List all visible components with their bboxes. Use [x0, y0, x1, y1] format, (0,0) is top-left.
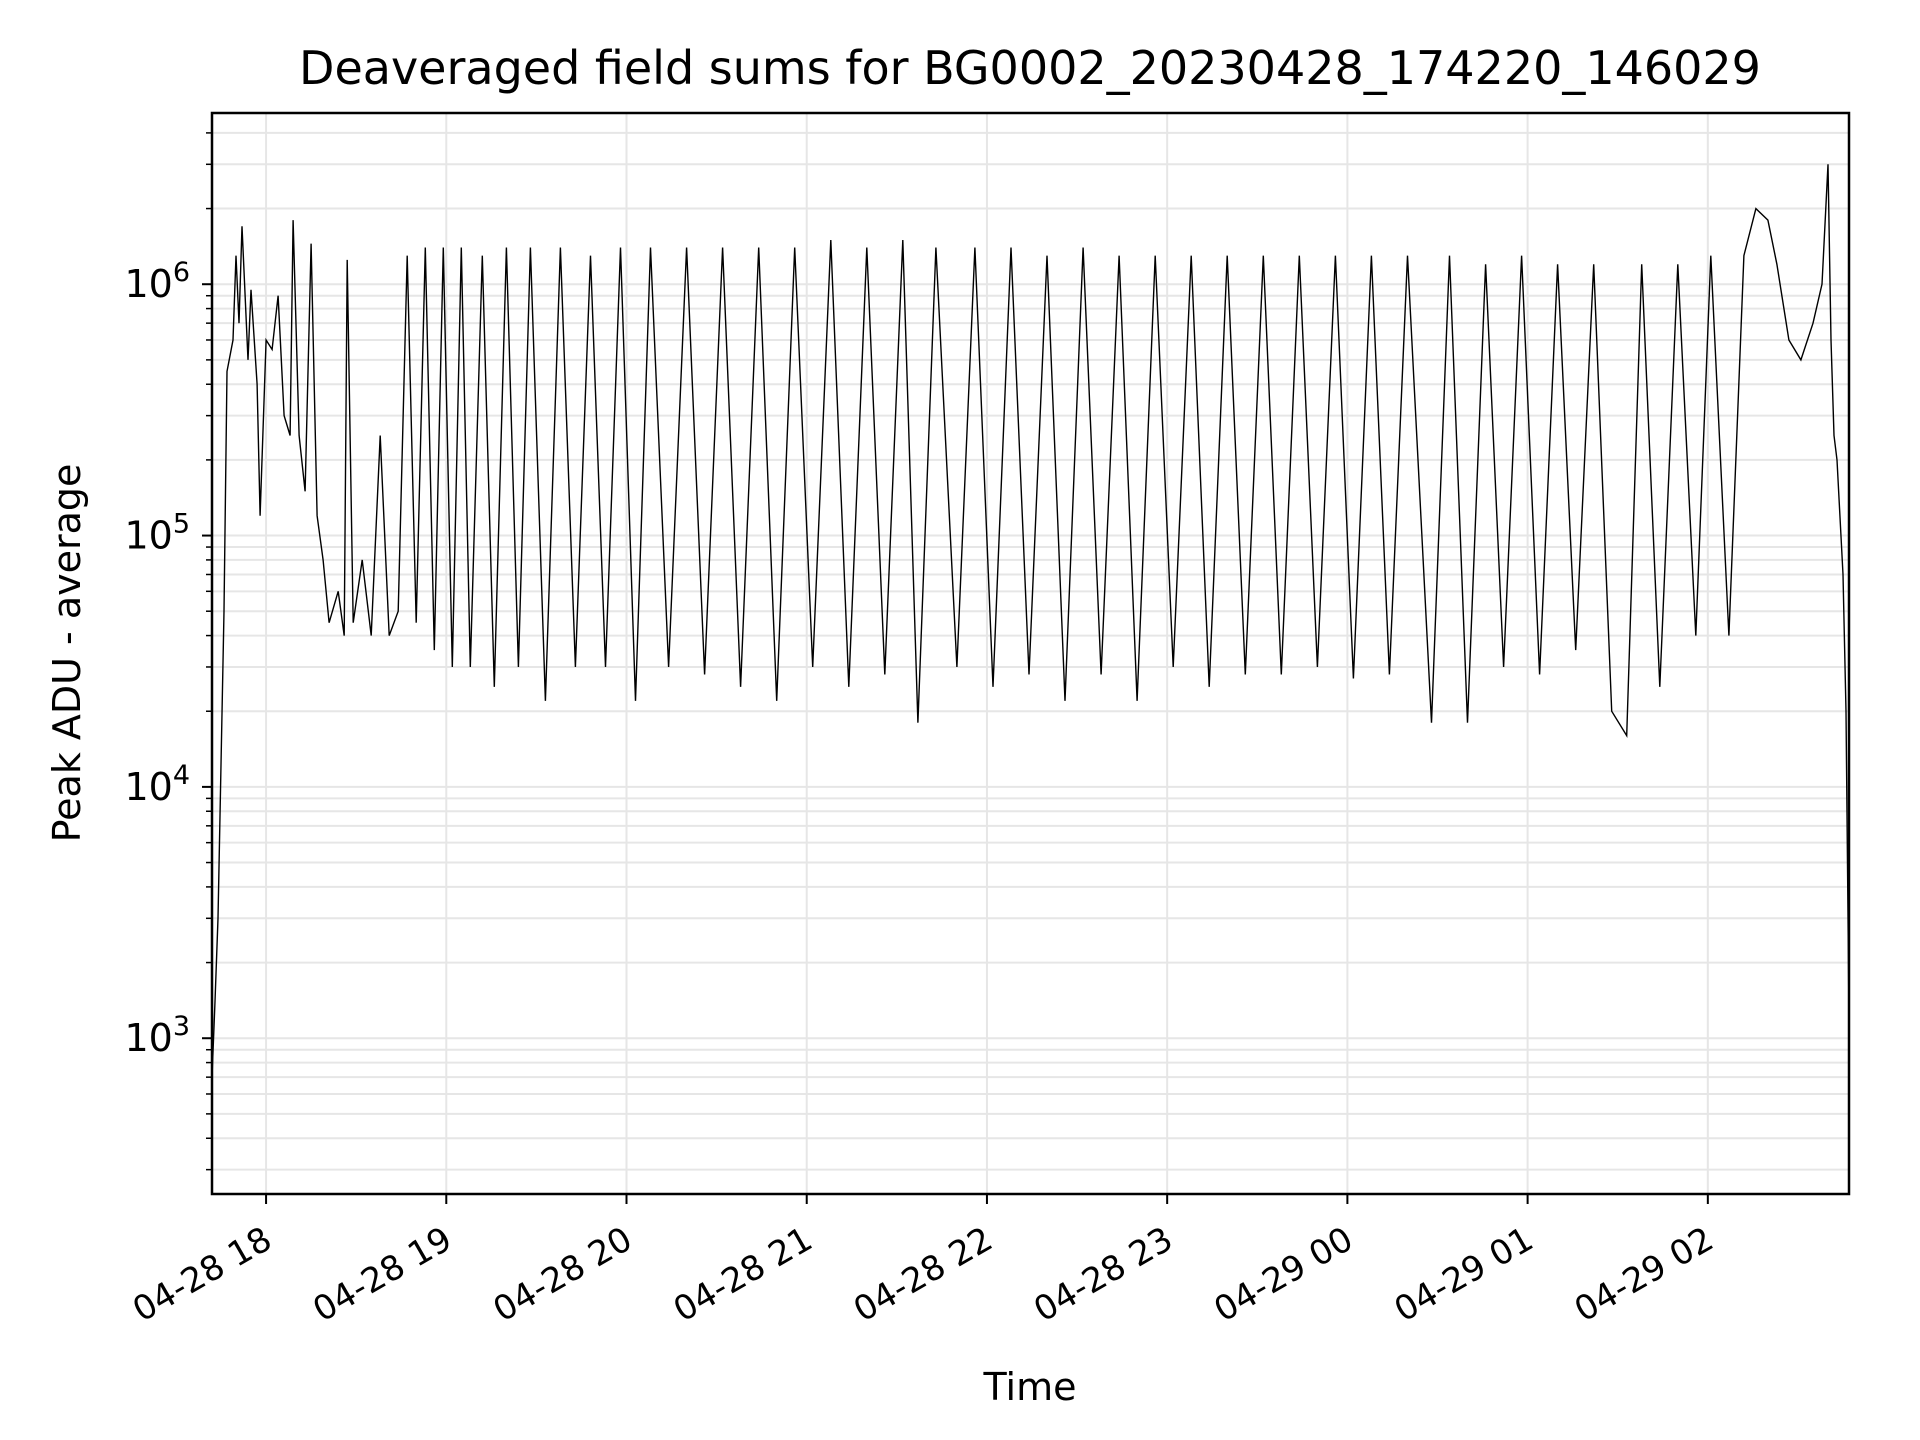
plot-area-frame [210, 111, 1851, 1196]
plot-layer [211, 164, 1850, 1078]
x-axis-label: Time [983, 1365, 1077, 1409]
y-tick-label: 104 [124, 760, 190, 809]
chart-title: Deaveraged field sums for BG0002_2023042… [299, 41, 1761, 95]
y-tick-label: 105 [124, 509, 190, 558]
y-tick-label: 103 [124, 1011, 190, 1060]
y-axis-label: Peak ADU - average [45, 464, 89, 843]
series-line [211, 164, 1850, 1078]
grid-layer [212, 113, 1849, 1194]
y-tick-label: 106 [124, 257, 190, 306]
